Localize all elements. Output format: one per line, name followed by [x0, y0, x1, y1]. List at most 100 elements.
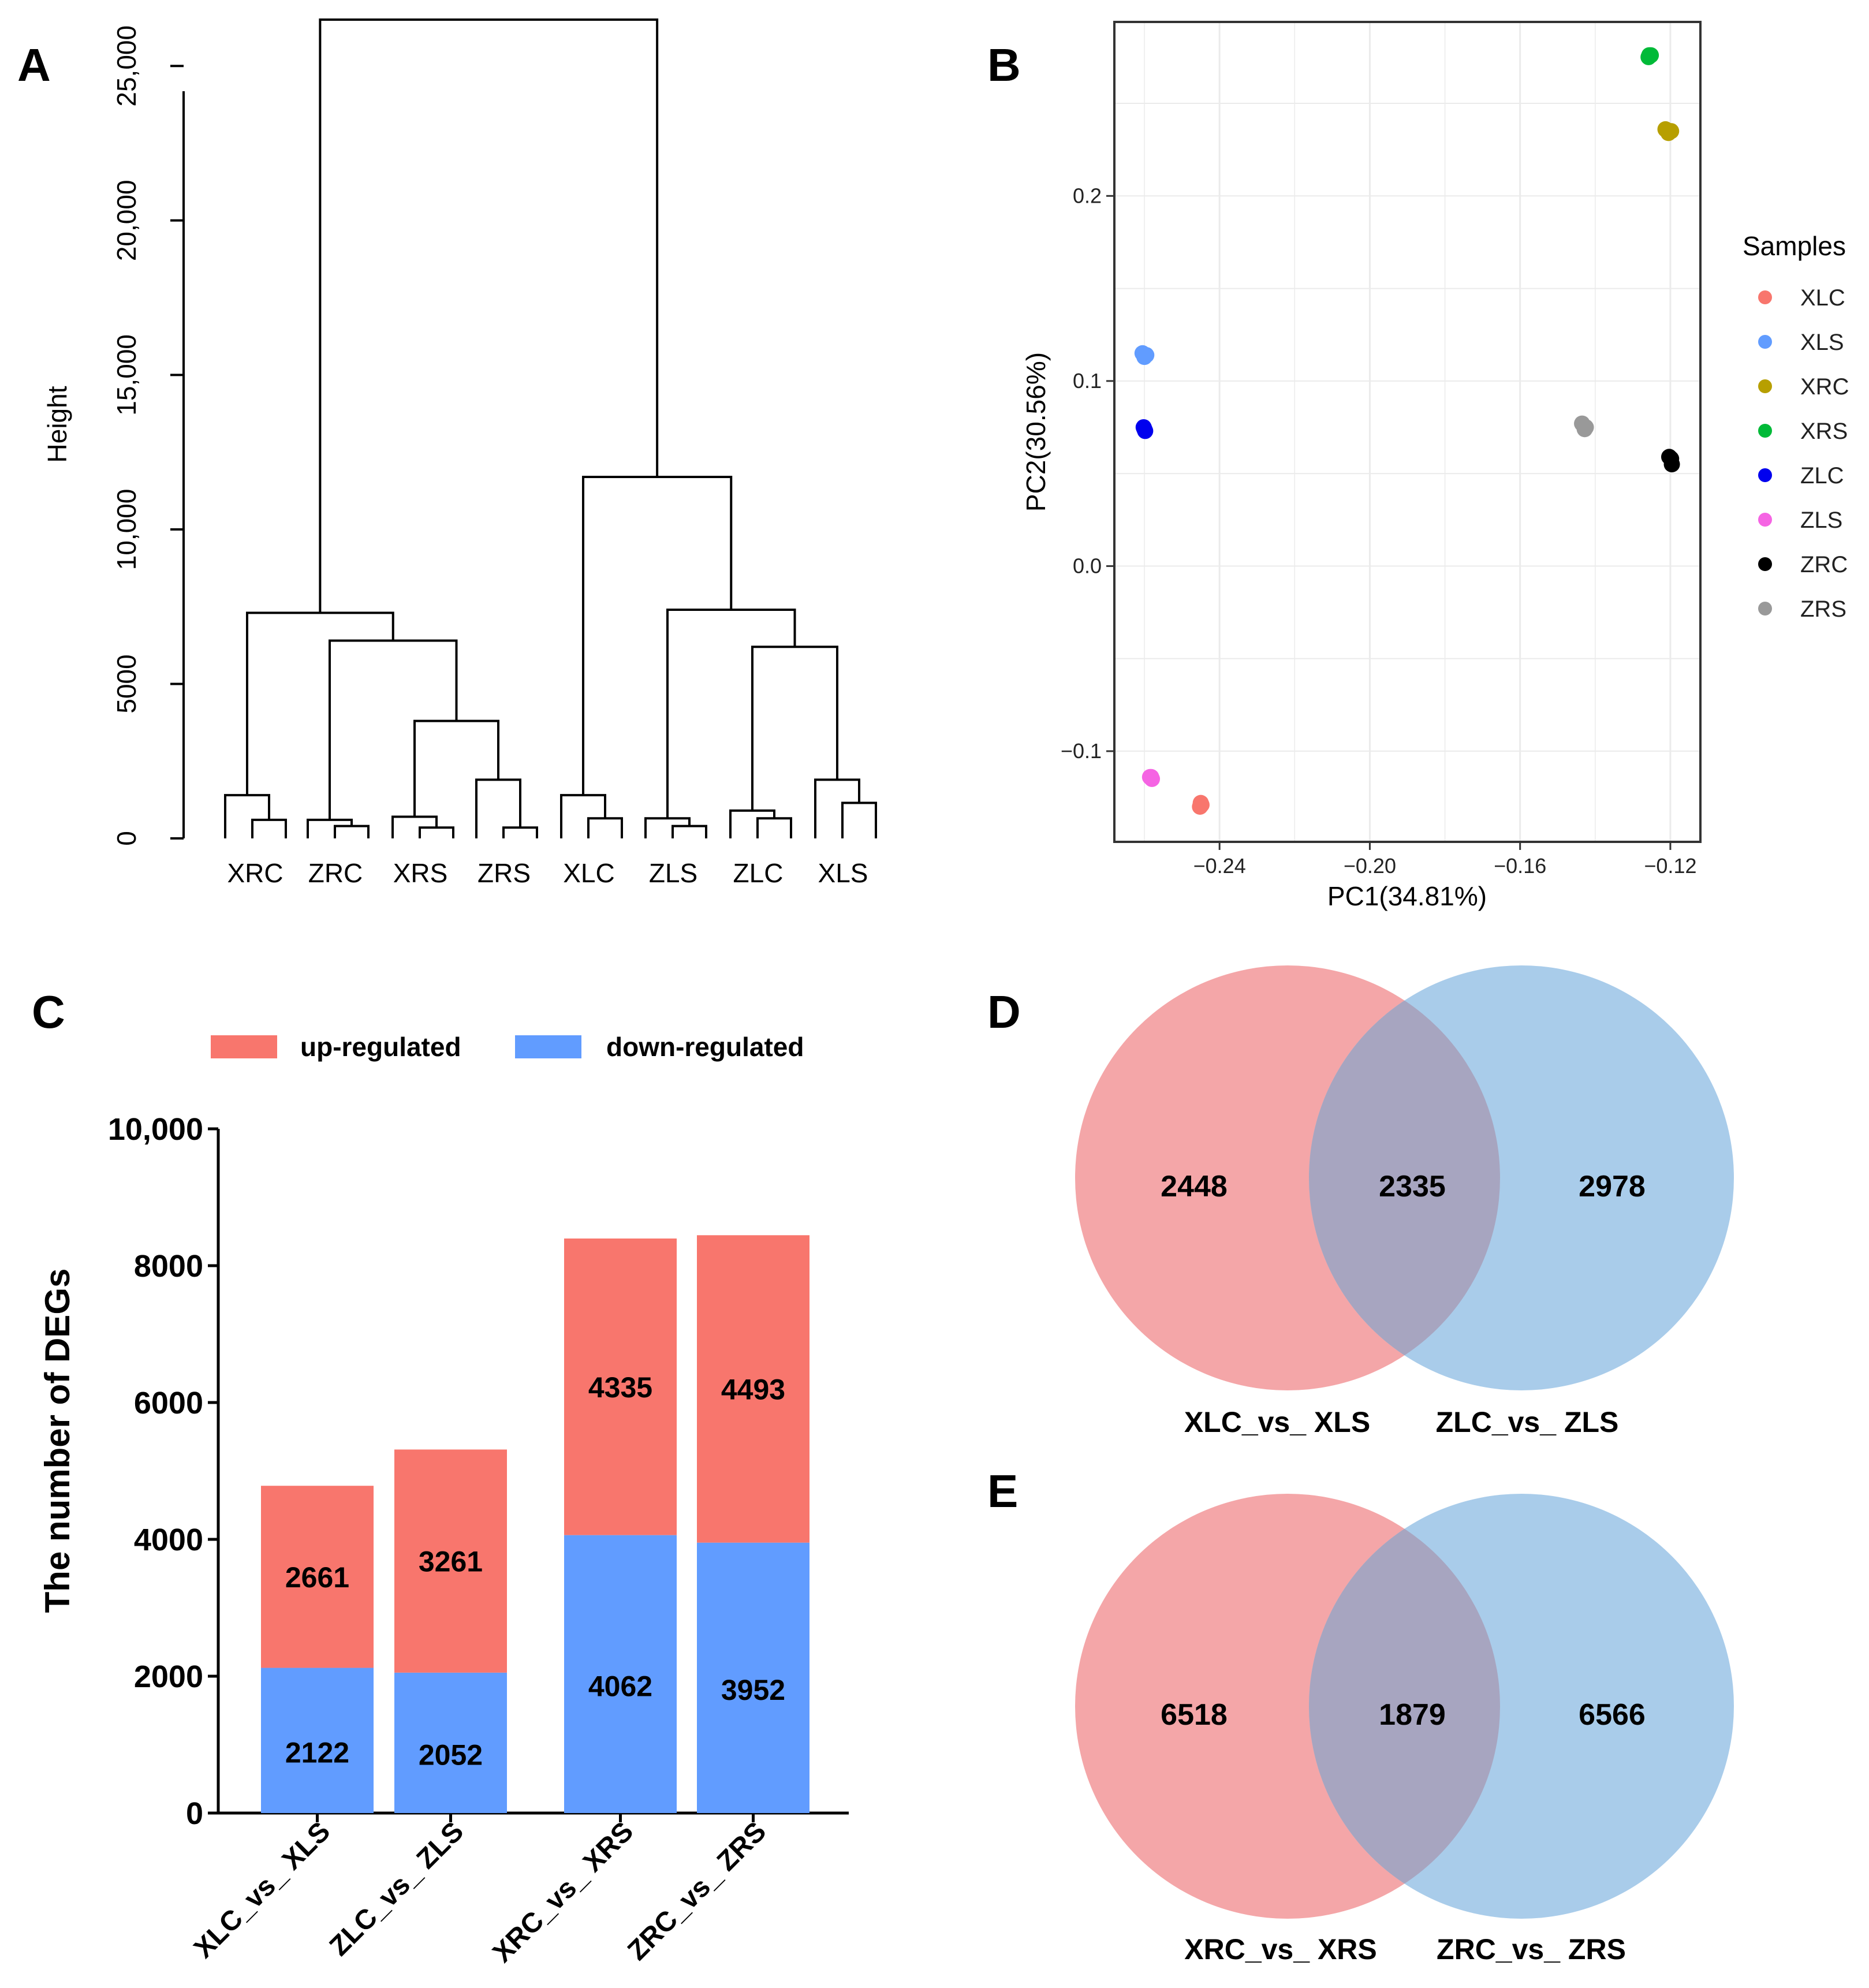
bar-value-labels: 2122 2661 2052 3261 4062 4335 3952 4493 [285, 1371, 785, 1771]
dendrogram-leaf-label: ZRS [477, 858, 531, 888]
bar-down-regulated [564, 1535, 677, 1813]
pca-gridlines [1114, 22, 1700, 842]
pca-point-zrs [1577, 419, 1594, 435]
pca-legend-label: XLC [1800, 285, 1845, 311]
pca-y-label: PC2(30.56%) [1021, 352, 1051, 512]
pca-x-tick-label: −0.20 [1344, 854, 1396, 878]
dendrogram-leaf-link [587, 817, 623, 838]
venn-e-right-label: ZRC_vs_ ZRS [1437, 1933, 1626, 1965]
dendrogram-leaf-label: XRS [393, 858, 448, 888]
bar-y-tick-label: 10,000 [108, 1112, 203, 1147]
pca-point-zrc [1663, 456, 1680, 473]
pca-legend-key [1758, 424, 1772, 438]
pca-legend-key [1758, 468, 1772, 482]
dendrogram-leaf-group-link [560, 794, 606, 838]
pca-legend-key [1758, 290, 1772, 304]
dendrogram-leaf-group-link [729, 809, 775, 838]
pca-x-label: PC1(34.81%) [1327, 881, 1487, 911]
bar-category-label: XRC_vs_ XRS [487, 1816, 639, 1968]
bar-legend-down-label: down-regulated [606, 1032, 804, 1062]
dendrogram-leaf-group-link [475, 778, 521, 838]
dendrogram-links [224, 18, 877, 838]
bar-y-tick-label: 0 [186, 1796, 203, 1831]
bar-value-label: 4335 [588, 1371, 652, 1404]
pca-legend-key [1758, 557, 1772, 571]
bar-value-label: 4062 [588, 1670, 652, 1702]
pca-plot-background [1114, 22, 1700, 842]
pca-point-xrc [1663, 123, 1680, 140]
bar-value-label: 3261 [419, 1546, 483, 1578]
pca-legend-title: Samples [1743, 231, 1846, 261]
pca-point-zls [1143, 769, 1159, 785]
bar-legend-up-key [211, 1035, 277, 1058]
pca-x-tick-label: −0.24 [1193, 854, 1246, 878]
dendrogram-link [751, 646, 838, 811]
venn-e-left-count: 6518 [1161, 1698, 1228, 1732]
dendrogram-leaf-label: XLC [563, 858, 614, 888]
bar-legend-down-key [515, 1035, 581, 1058]
dendrogram-link [666, 609, 796, 819]
venn-e-overlap [1309, 1494, 1500, 1919]
dendrogram-link [329, 639, 458, 820]
pca-legend-key [1758, 379, 1772, 393]
venn-d-right-label: ZLC_vs_ ZLS [1436, 1406, 1619, 1438]
pca-axis-ticks: −0.24 −0.20 −0.16 −0.12 −0.1 0.0 0.1 0.2 [1061, 184, 1697, 878]
pca-legend-label: ZLC [1800, 463, 1844, 488]
bar-up-regulated [261, 1486, 374, 1668]
venn-d-right-count: 2978 [1579, 1170, 1646, 1203]
bar-value-label: 2052 [419, 1739, 483, 1771]
venn-e: 6518 1879 6566 XRC_vs_ XRS ZRC_vs_ ZRS [1075, 1494, 1734, 1965]
venn-d-intersection-count: 2335 [1379, 1170, 1446, 1203]
dendrogram-y-ticks: 0 5000 10,000 15,000 20,000 25,000 [111, 25, 184, 846]
bar-down-regulated [697, 1542, 809, 1813]
venn-e-right-count: 6566 [1579, 1698, 1646, 1732]
pca-point-zlc [1136, 421, 1153, 438]
dendrogram-leaf-link [419, 826, 454, 838]
venn-d-left-count: 2448 [1161, 1170, 1228, 1203]
dendrogram-y-tick-label: 5000 [111, 654, 141, 713]
bar-segments [261, 1235, 809, 1813]
venn-d-overlap [1309, 965, 1500, 1390]
bar-down-regulated [261, 1668, 374, 1813]
pca-panel: −0.24 −0.20 −0.16 −0.12 −0.1 0.0 0.1 0.2 PC1(34… [1021, 21, 1849, 911]
pca-legend-label: ZRC [1800, 552, 1848, 577]
dendrogram-y-tick-label: 15,000 [111, 334, 141, 416]
pca-point-xlc [1193, 796, 1210, 813]
dendrogram-y-tick-label: 25,000 [111, 25, 141, 107]
bar-y-tick-label: 4000 [134, 1523, 203, 1557]
bar-value-label: 2122 [285, 1736, 349, 1769]
bar-up-regulated [564, 1238, 677, 1535]
dendrogram-y-tick-label: 20,000 [111, 180, 141, 261]
pca-legend-label: XRC [1800, 374, 1849, 400]
dendrogram-leaf-link [756, 817, 792, 838]
panel-label-b: B [987, 39, 1021, 91]
dendrogram-y-label: Height [42, 386, 72, 463]
bar-y-tick-label: 8000 [134, 1249, 203, 1284]
dendrogram-panel: 0 5000 10,000 15,000 20,000 25,000 Height XRC… [42, 18, 877, 888]
dendrogram-leaf-label: ZLS [649, 858, 697, 888]
bar-category-label: ZRC_vs_ ZRS [622, 1816, 772, 1966]
pca-plot-frame [1113, 21, 1702, 843]
venn-e-intersection-count: 1879 [1379, 1698, 1446, 1732]
panel-label-c: C [32, 986, 65, 1038]
dendrogram-leaf-labels: XRC ZRC XRS ZRS XLC ZLS ZLC XLS [227, 858, 868, 888]
pca-point-xls [1136, 349, 1153, 365]
pca-legend-key [1758, 513, 1772, 527]
bar-y-tick-label: 2000 [134, 1659, 203, 1694]
venn-d: 2448 2335 2978 XLC_vs_ XLS ZLC_vs_ ZLS [1075, 965, 1734, 1438]
dendrogram-leaf-group-link [644, 817, 691, 838]
pca-y-tick-label: 0.0 [1073, 554, 1102, 577]
pca-y-tick-label: 0.1 [1073, 369, 1102, 393]
pca-legend-key [1758, 335, 1772, 349]
dendrogram-leaf-group-link [307, 818, 353, 838]
bar-value-label: 4493 [721, 1373, 785, 1405]
bar-up-regulated [697, 1235, 809, 1543]
bar-value-label: 3952 [721, 1674, 785, 1706]
bar-category-label: XLC_vs_ XLS [188, 1816, 336, 1964]
pca-x-tick-label: −0.12 [1644, 854, 1696, 878]
pca-legend-label: ZRS [1800, 596, 1846, 622]
dendrogram-leaf-label: XRC [227, 858, 283, 888]
deg-bar-panel: up-regulated down-regulated The number of… [38, 1032, 849, 1968]
panel-label-e: E [987, 1465, 1018, 1517]
